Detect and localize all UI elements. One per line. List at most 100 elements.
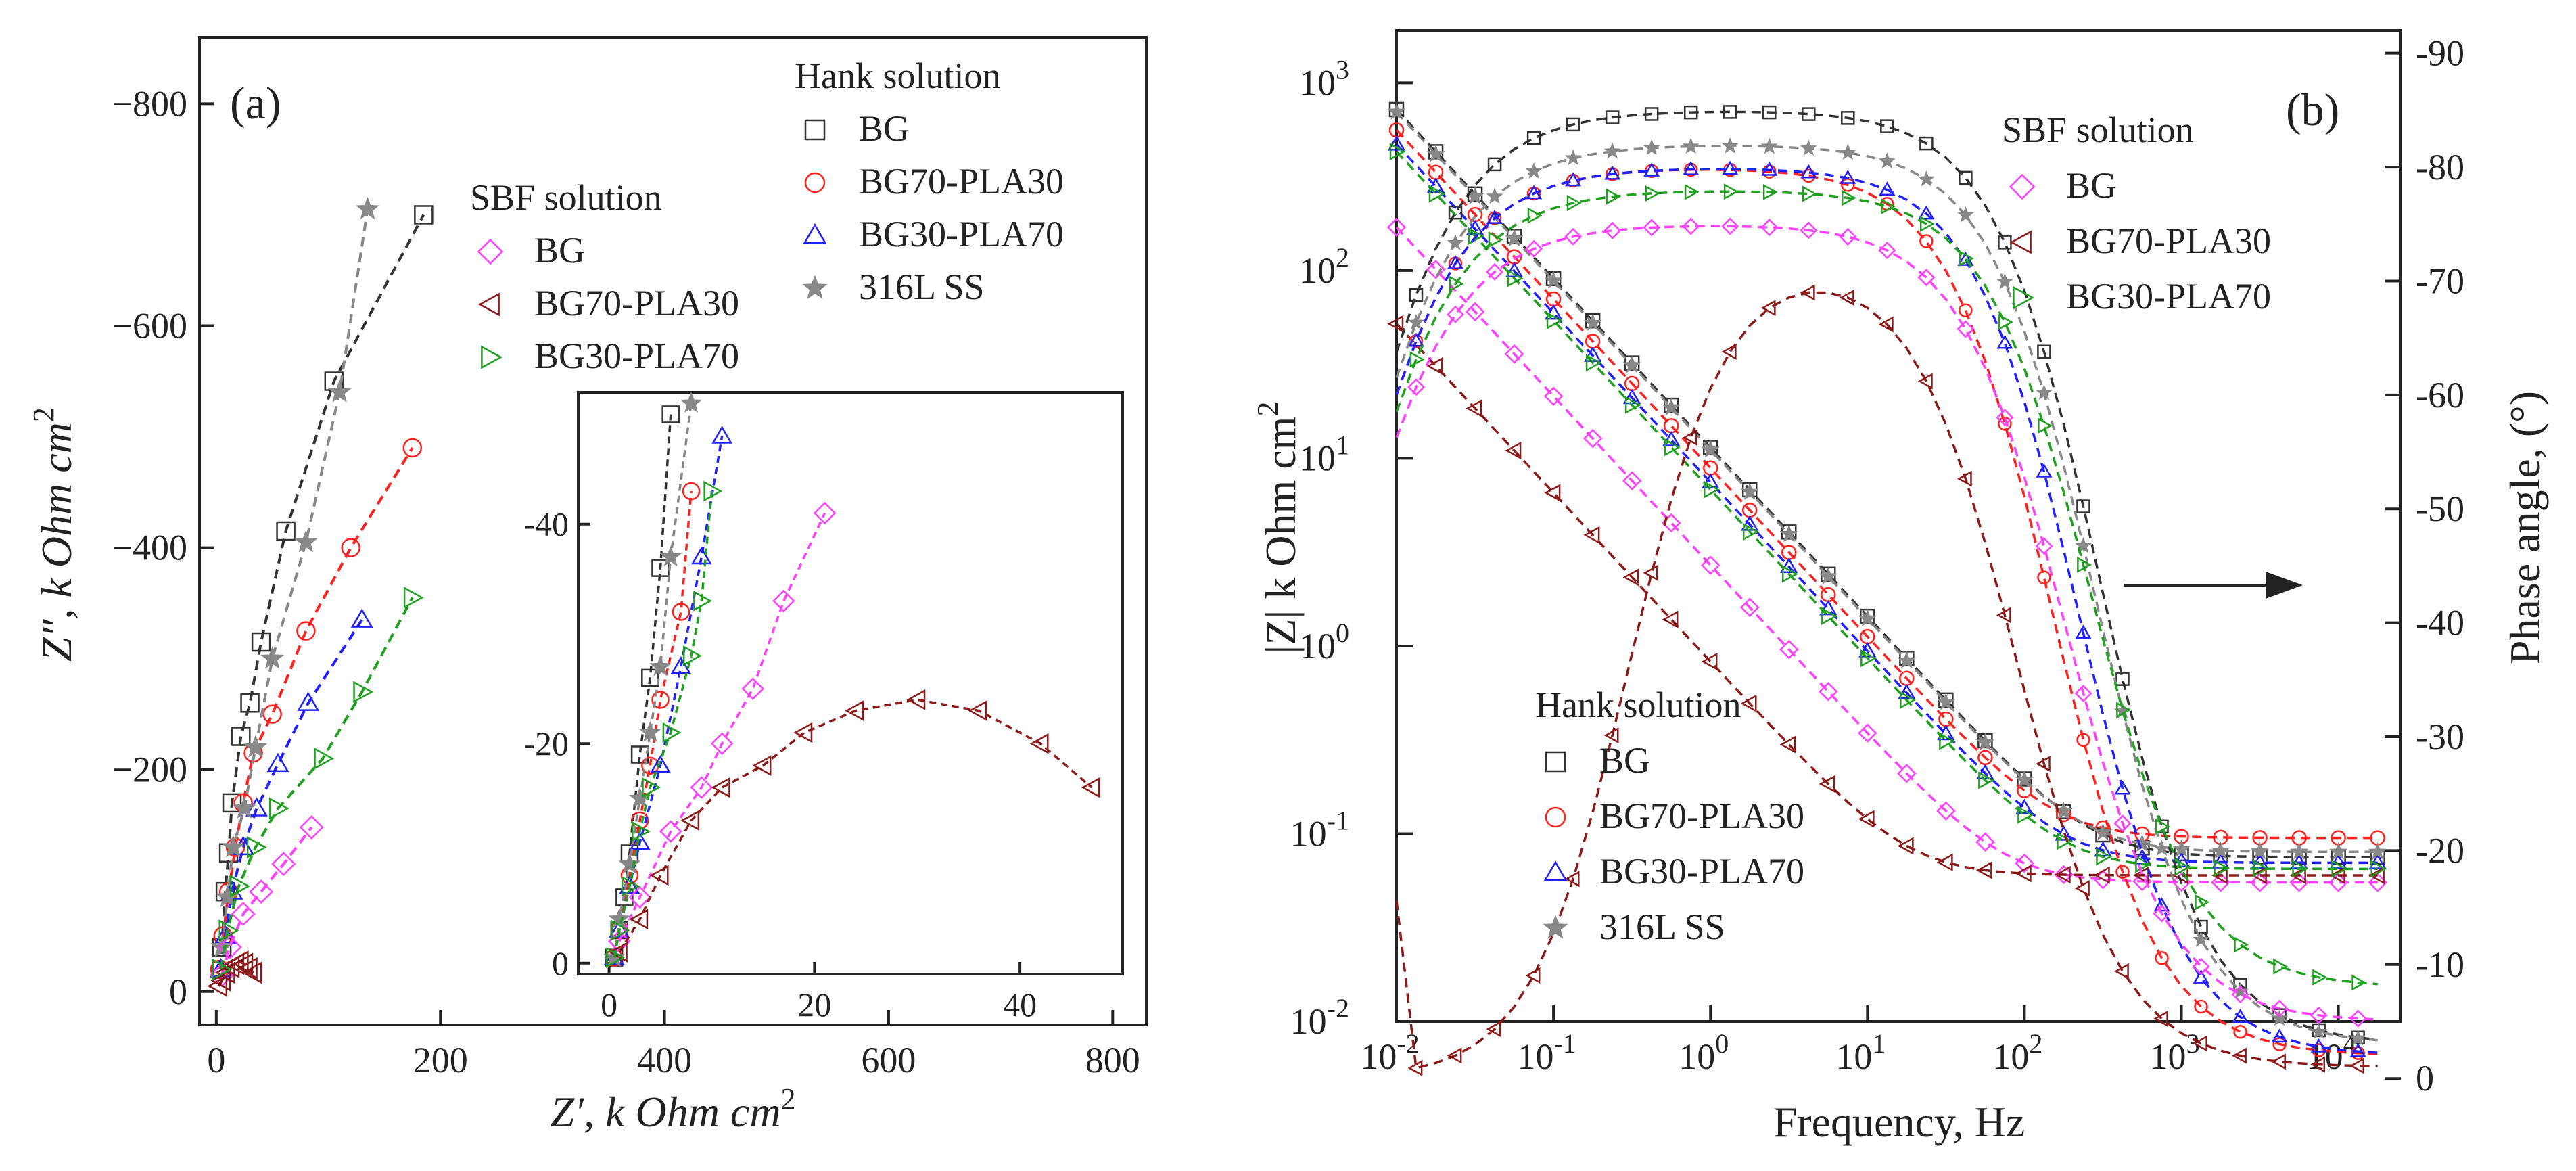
- phase-point-hank-bg30-pla70: [2036, 463, 2053, 478]
- inset-point-sbf-bg: [741, 677, 764, 700]
- legend-marker-hank-bg: [804, 119, 826, 141]
- phase-point-sbf-bg70-pla30: [2035, 756, 2051, 773]
- panel-b-y-right-tick-label: -60: [2416, 375, 2464, 415]
- impedance-point-hank-bg70-pla30: [1702, 460, 1718, 476]
- impedance-point-sbf-bg30-pla70: [1664, 438, 1681, 457]
- phase-point-hank-316l-ss: [2193, 930, 2210, 947]
- inset-y-tick-label: -20: [523, 725, 569, 762]
- phase-point-sbf-bg70-pla30: [2153, 1010, 2168, 1027]
- legend-marker-sbf-bg: [2009, 173, 2036, 200]
- panel-b-y-left-label-sup: 2: [1251, 402, 1284, 417]
- impedance-point-hank-316l-ss: [1662, 398, 1681, 416]
- impedance-point-sbf-bg70-pla30: [2368, 866, 2385, 885]
- impedance-point-sbf-bg30-pla70: [1428, 185, 1445, 203]
- phase-point-sbf-bg30-pla70: [2155, 818, 2171, 835]
- panel-a-series: [207, 196, 434, 997]
- impedance-point-hank-bg70-pla30: [1821, 587, 1836, 603]
- phase-point-hank-bg70-pla30: [1762, 164, 1777, 179]
- impedance-point-sbf-bg30-pla70: [1821, 607, 1837, 625]
- legend-label: BG30-PLA70: [534, 336, 739, 376]
- impedance-point-sbf-bg30-pla70: [1978, 771, 1994, 789]
- phase-point-sbf-bg70-pla30: [1760, 300, 1776, 317]
- impedance-point-sbf-bg30-pla70: [2135, 855, 2152, 873]
- panel-b-arrow: [2124, 572, 2303, 599]
- data-point-hank-bg70-pla30: [296, 621, 316, 641]
- impedance-point-hank-316l-ss: [1740, 482, 1759, 500]
- panel-a-x-tick-label: 400: [637, 1040, 692, 1080]
- impedance-point-sbf-bg: [1504, 344, 1524, 364]
- data-point-sbf-bg30-pla70: [212, 958, 233, 981]
- phase-point-sbf-bg: [1760, 219, 1779, 237]
- impedance-point-sbf-bg70-pla30: [1426, 357, 1443, 375]
- phase-point-sbf-bg30-pla70: [1566, 195, 1582, 212]
- phase-point-sbf-bg70-pla30: [2349, 1057, 2364, 1074]
- impedance-point-hank-bg30-pla70: [1544, 304, 1563, 320]
- phase-line-hank-bg70-pla30: [1395, 168, 2378, 1055]
- phase-point-hank-bg: [1644, 107, 1659, 121]
- phase-point-sbf-bg: [2231, 986, 2249, 1004]
- inset-line-sbf-bg30-pla70: [613, 490, 713, 959]
- panel-b-y-right-tick-label: -30: [2416, 716, 2464, 757]
- impedance-point-hank-bg30-pla70: [1387, 135, 1406, 151]
- legend-marker-sbf-bg70-pla30: [2009, 230, 2032, 254]
- phase-point-hank-316l-ss: [2310, 1023, 2328, 1040]
- inset-point-sbf-bg30-pla70: [611, 919, 630, 941]
- phase-point-hank-bg30-pla70: [1879, 181, 1896, 196]
- impedance-point-sbf-bg: [1936, 801, 1956, 821]
- phase-point-hank-bg30-pla70: [1683, 161, 1700, 175]
- phase-line-sbf-bg70-pla30: [1395, 291, 2378, 1070]
- panel-b-y-left-ticks: 10-2 10-1 100 101 102 103: [1290, 54, 1413, 1042]
- inset-point-sbf-bg70-pla30: [793, 722, 813, 743]
- inset-point-hank-bg30-pla70: [670, 656, 692, 674]
- phase-point-sbf-bg30-pla70: [2038, 417, 2053, 434]
- inset-x-tick-label: 40: [1003, 986, 1037, 1024]
- impedance-point-hank-316l-ss: [2172, 839, 2191, 857]
- impedance-point-hank-bg30-pla70: [1466, 219, 1484, 235]
- inset-x-tick-label: 0: [601, 986, 617, 1024]
- inset-point-sbf-bg30-pla70: [632, 821, 651, 842]
- phase-point-hank-bg: [2076, 499, 2090, 513]
- impedance-point-sbf-bg: [1819, 681, 1838, 702]
- impedance-point-hank-316l-ss: [2132, 834, 2152, 852]
- phase-point-hank-bg30-pla70: [1407, 332, 1425, 347]
- impedance-point-hank-bg30-pla70: [1622, 388, 1641, 405]
- impedance-point-sbf-bg30-pla70: [2292, 860, 2309, 878]
- phase-point-hank-bg30-pla70: [2349, 1042, 2366, 1057]
- inset-point-sbf-bg70-pla30: [845, 700, 864, 721]
- impedance-point-hank-316l-ss: [2093, 823, 2113, 841]
- phase-point-sbf-bg30-pla70: [2351, 974, 2367, 991]
- phase-point-hank-316l-ss: [2035, 384, 2053, 400]
- phase-point-sbf-bg30-pla70: [1488, 231, 1503, 248]
- impedance-point-sbf-bg: [1465, 302, 1485, 322]
- phase-point-sbf-bg: [1486, 262, 1504, 281]
- impedance-point-sbf-bg70-pla30: [1583, 526, 1600, 545]
- inset-point-sbf-bg: [690, 776, 713, 799]
- phase-point-sbf-bg30-pla70: [2234, 936, 2249, 953]
- phase-point-hank-bg30-pla70: [2114, 780, 2131, 795]
- legend-title: SBF solution: [470, 177, 662, 218]
- data-point-sbf-bg70-pla30: [241, 961, 262, 984]
- phase-point-hank-316l-ss: [1407, 313, 1425, 330]
- impedance-point-sbf-bg70-pla30: [1701, 652, 1718, 671]
- data-point-hank-bg: [240, 693, 260, 713]
- impedance-point-sbf-bg70-pla30: [1740, 694, 1757, 712]
- impedance-point-hank-316l-ss: [1779, 524, 1798, 543]
- phase-point-hank-bg: [1802, 107, 1816, 121]
- impedance-point-hank-bg30-pla70: [1898, 683, 1916, 699]
- data-point-hank-bg30-pla70: [297, 691, 320, 711]
- phase-point-sbf-bg70-pla30: [1996, 607, 2011, 624]
- data-point-hank-316l-ss: [232, 796, 256, 819]
- panel-a-y-tick-label: 0: [169, 971, 187, 1012]
- impedance-point-sbf-bg30-pla70: [1703, 480, 1720, 499]
- phase-point-sbf-bg70-pla30: [1486, 1021, 1501, 1038]
- phase-point-sbf-bg30-pla70: [1802, 185, 1817, 202]
- impedance-point-sbf-bg30-pla70: [1624, 396, 1641, 414]
- impedance-point-sbf-bg30-pla70: [2253, 859, 2270, 878]
- phase-point-hank-bg30-pla70: [1604, 165, 1621, 180]
- phase-point-hank-bg30-pla70: [1447, 255, 1464, 269]
- phase-point-hank-bg70-pla30: [2233, 1024, 2247, 1039]
- phase-point-sbf-bg: [1839, 228, 1857, 246]
- impedance-point-hank-316l-ss: [2211, 841, 2230, 859]
- phase-point-hank-bg30-pla70: [1800, 164, 1817, 179]
- panel-b-x-tick-label: 10-1: [1517, 1028, 1576, 1077]
